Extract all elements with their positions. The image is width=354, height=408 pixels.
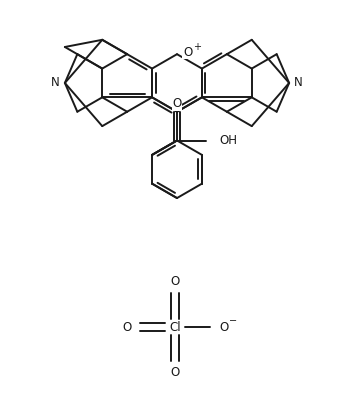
Text: O: O	[170, 366, 179, 379]
Text: O: O	[123, 321, 132, 333]
Text: −: −	[229, 316, 237, 326]
Text: O: O	[220, 321, 229, 333]
Text: N: N	[51, 76, 60, 89]
Text: O: O	[183, 46, 192, 59]
Text: O: O	[172, 97, 182, 110]
Text: +: +	[193, 42, 201, 52]
Text: N: N	[294, 76, 303, 89]
Text: Cl: Cl	[169, 321, 181, 333]
Text: O: O	[170, 275, 179, 288]
Text: OH: OH	[220, 134, 238, 147]
